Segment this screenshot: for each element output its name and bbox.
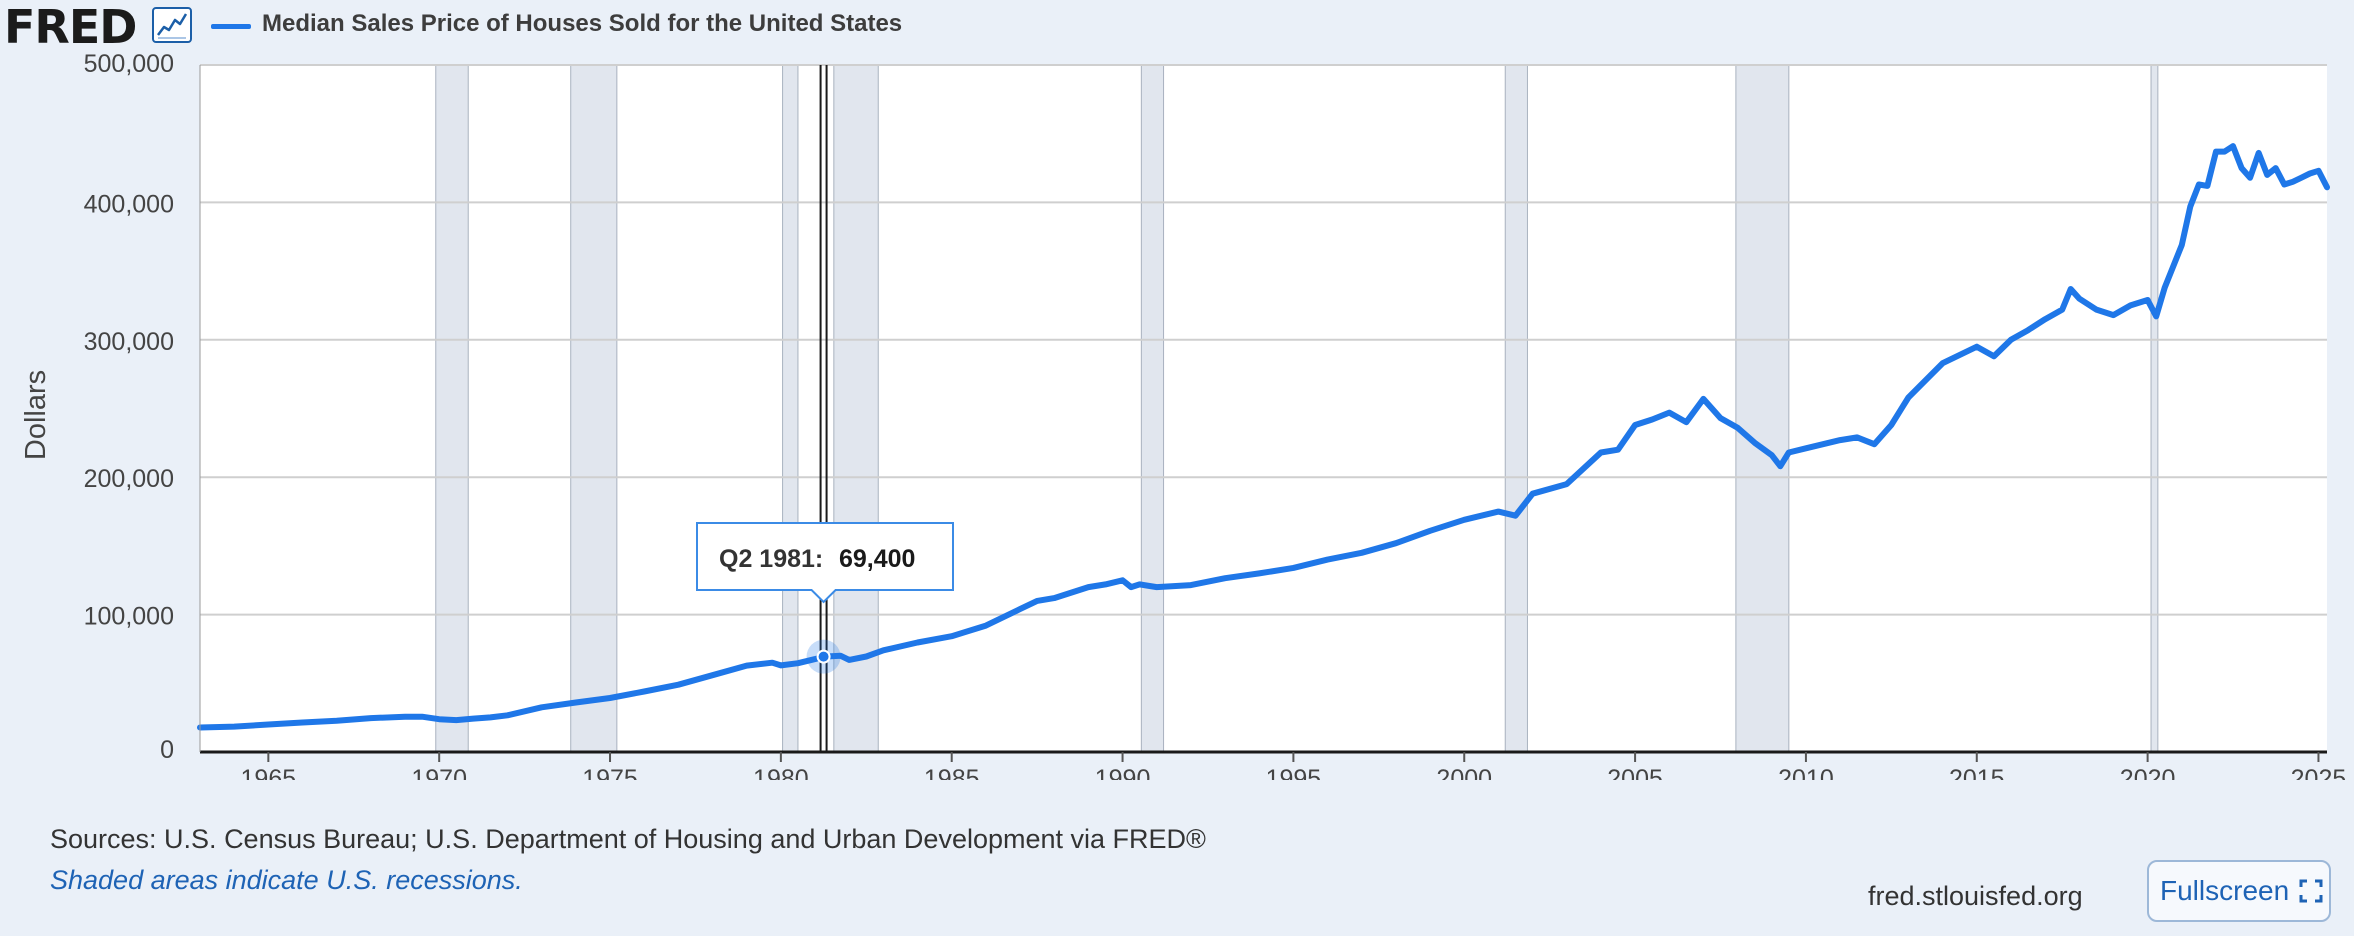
x-tick-label: 1980 — [753, 765, 809, 780]
sources-text: Sources: U.S. Census Bureau; U.S. Depart… — [50, 824, 1206, 854]
recession-band — [570, 64, 618, 753]
x-tick-label: 2020 — [2120, 765, 2176, 780]
fred-logo[interactable]: FRED — [4, 0, 137, 54]
recession-band — [782, 64, 799, 753]
legend-swatch — [211, 24, 251, 29]
recession-band — [435, 64, 469, 753]
plot-area — [200, 65, 2327, 752]
data-tooltip: Q2 1981: 69,400 — [696, 522, 954, 604]
y-tick-label: 200,000 — [84, 465, 174, 493]
x-tick-label: 2000 — [1436, 765, 1492, 780]
y-tick-label: 0 — [160, 736, 174, 764]
y-tick-label: 300,000 — [84, 328, 174, 356]
recession-note: Shaded areas indicate U.S. recessions. — [50, 865, 523, 895]
fullscreen-button[interactable]: Fullscreen — [2147, 860, 2331, 922]
x-tick-label: 1990 — [1095, 765, 1151, 780]
y-axis-ticks: 0 100,000 200,000 300,000 400,000 500,000 — [84, 50, 174, 764]
legend-series-label: Median Sales Price of Houses Sold for th… — [262, 10, 903, 37]
line-chart[interactable]: 0 100,000 200,000 300,000 400,000 500,000 196… — [0, 0, 2354, 780]
tooltip-box — [696, 522, 954, 604]
tooltip-crosshair — [806, 65, 841, 752]
recession-band — [833, 64, 879, 753]
y-tick-label: 500,000 — [84, 50, 174, 78]
x-tick-label: 2025 — [2291, 765, 2347, 780]
y-tick-label: 400,000 — [84, 190, 174, 218]
x-tick-label: 1965 — [241, 765, 297, 780]
tooltip-value: 69,400 — [839, 545, 915, 573]
x-tick-label: 1995 — [1266, 765, 1322, 780]
recession-band — [1735, 64, 1790, 753]
fullscreen-label: Fullscreen — [2160, 875, 2290, 906]
x-tick-label: 2010 — [1778, 765, 1834, 780]
x-tick-label: 1985 — [924, 765, 980, 780]
site-url[interactable]: fred.stlouisfed.org — [1868, 881, 2083, 911]
gridlines — [200, 64, 2327, 616]
y-tick-label: 100,000 — [84, 603, 174, 631]
y-axis-label: Dollars — [20, 370, 52, 460]
recession-band — [1504, 64, 1528, 753]
expand-icon — [2299, 879, 2323, 903]
recession-band — [2150, 64, 2159, 753]
line-chart-icon[interactable] — [152, 7, 192, 43]
hover-point[interactable] — [816, 649, 831, 664]
x-tick-label: 2005 — [1607, 765, 1663, 780]
tooltip-period: Q2 1981: — [719, 545, 823, 573]
x-tick-label: 2015 — [1949, 765, 2005, 780]
series-line[interactable] — [197, 143, 2330, 731]
recession-band — [1140, 64, 1165, 753]
x-axis-ticks: 1965 1970 1975 1980 1985 1990 1995 2000 2005 2010… — [241, 752, 2347, 780]
chart-header: FRED Median Sales Price of Houses Sold f… — [0, 0, 1200, 52]
x-tick-label: 1975 — [582, 765, 638, 780]
x-tick-label: 1970 — [411, 765, 467, 780]
